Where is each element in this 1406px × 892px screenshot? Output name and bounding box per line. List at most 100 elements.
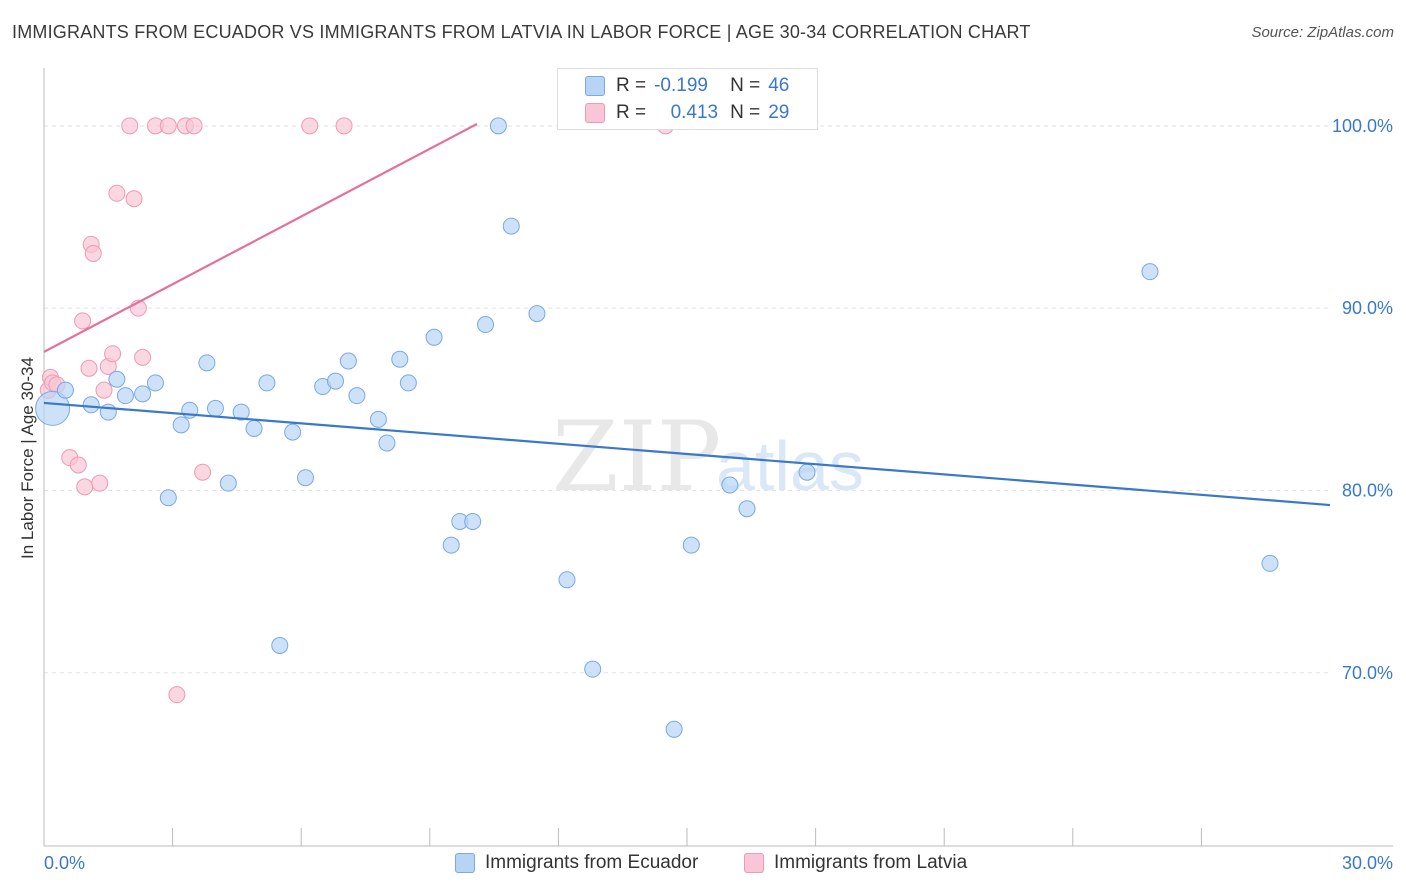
grid-lines <box>44 125 1330 674</box>
latvia-point <box>91 474 109 492</box>
latvia-point <box>76 478 94 496</box>
ecuador-point <box>339 352 357 370</box>
legend-ecuador-swatch <box>455 853 475 873</box>
legend-latvia: Immigrants from Latvia <box>744 852 967 874</box>
latvia-points <box>39 117 675 704</box>
latvia-point <box>168 686 186 704</box>
ecuador-point <box>399 374 417 392</box>
ecuador-point <box>477 316 495 334</box>
ecuador-point <box>35 390 71 426</box>
ecuador-point <box>206 399 224 417</box>
ecuador-point <box>159 489 177 507</box>
source-label: Source: ZipAtlas.com <box>1251 24 1394 41</box>
latvia-point <box>301 117 319 135</box>
legend-latvia-label: Immigrants from Latvia <box>774 852 968 873</box>
legend-latvia-swatch <box>744 853 764 873</box>
latvia-n-label: N = <box>730 102 761 123</box>
ecuador-point <box>584 660 602 678</box>
latvia-point <box>80 359 98 377</box>
ecuador-point <box>56 381 74 399</box>
ecuador-r-value: -0.199 <box>654 75 708 96</box>
ecuador-n-value: 46 <box>768 75 790 96</box>
ecuador-point <box>721 476 739 494</box>
legend-ecuador: Immigrants from Ecuador <box>455 852 698 874</box>
ecuador-point <box>284 423 302 441</box>
ecuador-point <box>258 374 276 392</box>
latvia-r-label: R = <box>616 102 647 123</box>
latvia-point <box>159 117 177 135</box>
watermark-zip: ZIP <box>552 401 721 513</box>
y-axis-label: In Labor Force | Age 30-34 <box>18 357 37 559</box>
legend-ecuador-label: Immigrants from Ecuador <box>485 852 699 873</box>
latvia-point <box>84 244 102 262</box>
ecuador-point <box>1261 554 1279 572</box>
latvia-point <box>134 348 152 366</box>
ecuador-stat-swatch <box>585 76 605 96</box>
latvia-point <box>104 345 122 363</box>
ecuador-point <box>369 410 387 428</box>
latvia-point <box>125 190 143 208</box>
y-tick-label: 70.0% <box>1342 663 1393 683</box>
latvia-stat-row: R = 0.413 N = 29 <box>616 101 789 125</box>
latvia-point <box>194 463 212 481</box>
y-tick-labels: 70.0% 80.0% 90.0% 100.0% <box>1332 116 1393 683</box>
ecuador-trendline <box>43 401 1331 507</box>
ecuador-point <box>326 372 344 390</box>
latvia-point <box>95 381 113 399</box>
ecuador-point <box>271 636 289 654</box>
stats-box: R = -0.199 N = 46 R = 0.413 N = 29 <box>557 68 818 130</box>
latvia-point <box>121 117 139 135</box>
ecuador-point <box>99 403 117 421</box>
ecuador-point <box>442 536 460 554</box>
ecuador-point <box>528 305 546 323</box>
ecuador-point <box>245 419 263 437</box>
ecuador-point <box>172 416 190 434</box>
x-tick-labels: 0.0% 30.0% <box>44 853 1393 873</box>
chart-title: IMMIGRANTS FROM ECUADOR VS IMMIGRANTS FR… <box>12 22 1031 42</box>
ecuador-point <box>1141 263 1159 281</box>
latvia-trendline <box>43 123 478 353</box>
ecuador-point <box>232 403 250 421</box>
ecuador-point <box>665 720 683 738</box>
ecuador-point <box>134 385 152 403</box>
latvia-r-value: 0.413 <box>670 102 719 123</box>
latvia-point <box>74 312 92 330</box>
ecuador-stat-row: R = -0.199 N = 46 <box>616 74 789 98</box>
y-tick-label: 80.0% <box>1342 480 1393 500</box>
axes <box>43 68 1393 847</box>
latvia-stat-swatch <box>585 103 605 123</box>
y-tick-label: 100.0% <box>1332 116 1393 136</box>
latvia-point <box>185 117 203 135</box>
latvia-n-value: 29 <box>768 102 790 123</box>
ecuador-point <box>391 350 409 368</box>
ecuador-point <box>738 500 756 518</box>
ecuador-point <box>198 354 216 372</box>
ecuador-point <box>82 396 100 414</box>
ecuador-point <box>798 463 816 481</box>
latvia-point <box>108 184 126 202</box>
ecuador-point <box>425 328 443 346</box>
ecuador-point <box>682 536 700 554</box>
ecuador-point <box>146 374 164 392</box>
y-tick-label: 90.0% <box>1342 298 1393 318</box>
trendlines <box>43 123 1331 507</box>
ecuador-point <box>558 571 576 589</box>
latvia-point <box>335 117 353 135</box>
ecuador-points <box>35 117 1279 738</box>
ecuador-point <box>296 469 314 487</box>
ecuador-point <box>219 474 237 492</box>
ecuador-n-label: N = <box>730 75 761 96</box>
ecuador-point <box>489 117 507 135</box>
ecuador-point <box>378 434 396 452</box>
latvia-point <box>69 456 87 474</box>
x-tick-label: 30.0% <box>1342 853 1393 873</box>
ecuador-point <box>108 370 126 388</box>
x-tick-label: 0.0% <box>44 853 85 873</box>
ecuador-r-label: R = <box>616 75 647 96</box>
ecuador-point <box>502 217 520 235</box>
ecuador-point <box>116 387 134 405</box>
ecuador-point <box>464 512 482 530</box>
ecuador-point <box>348 387 366 405</box>
watermark: ZIP atlas <box>552 401 864 513</box>
